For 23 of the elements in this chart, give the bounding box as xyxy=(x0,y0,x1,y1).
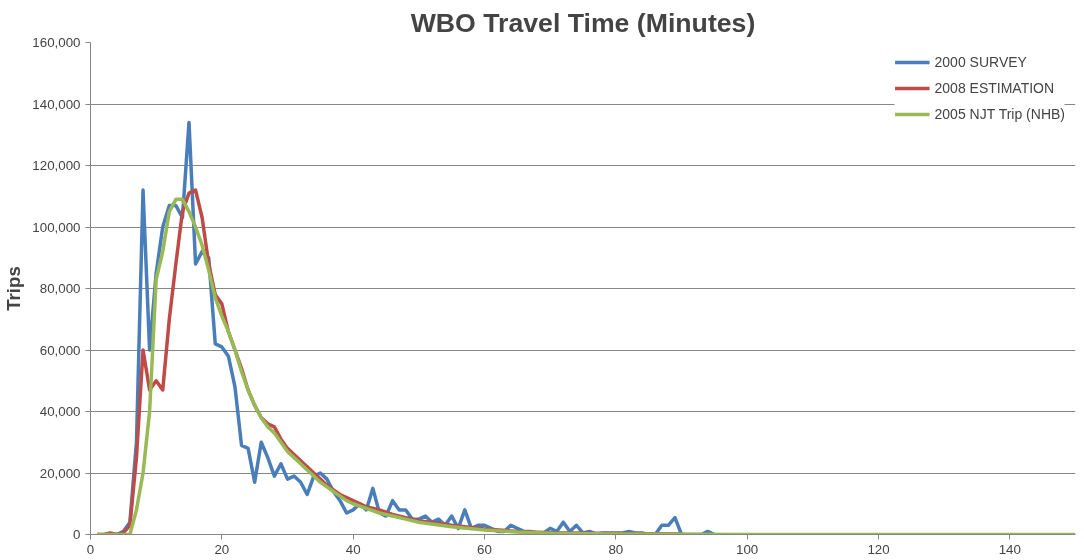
x-tick-label: 140 xyxy=(998,541,1021,557)
y-tick-label: 0 xyxy=(73,527,81,542)
x-tick-label: 100 xyxy=(736,541,759,557)
legend-label: 2008 ESTIMATION xyxy=(934,80,1055,96)
y-tick-label: 20,000 xyxy=(39,465,81,481)
y-tick-label: 40,000 xyxy=(39,404,81,419)
x-tick-label: 0 xyxy=(86,541,95,557)
y-tick-label: 80,000 xyxy=(39,281,81,296)
y-tick-label: 120,000 xyxy=(32,158,81,173)
line-series xyxy=(95,197,1076,535)
y-tick-label: 140,000 xyxy=(32,96,81,112)
x-tick-label: 20 xyxy=(214,541,230,557)
legend-label: 2005 NJT Trip (NHB) xyxy=(934,106,1065,122)
x-tick-label: 80 xyxy=(608,541,624,557)
y-axis-title: Trips xyxy=(3,266,25,311)
y-tick-label: 160,000 xyxy=(32,35,81,50)
y-tick-label: 60,000 xyxy=(39,342,81,358)
x-tick-label: 120 xyxy=(867,541,890,557)
x-tick-label: 60 xyxy=(477,541,492,557)
chart-title: WBO Travel Time (Minutes) xyxy=(410,7,756,38)
x-tick-label: 40 xyxy=(345,541,361,557)
y-tick-label: 100,000 xyxy=(32,219,81,235)
legend-label: 2000 SURVEY xyxy=(934,54,1027,70)
